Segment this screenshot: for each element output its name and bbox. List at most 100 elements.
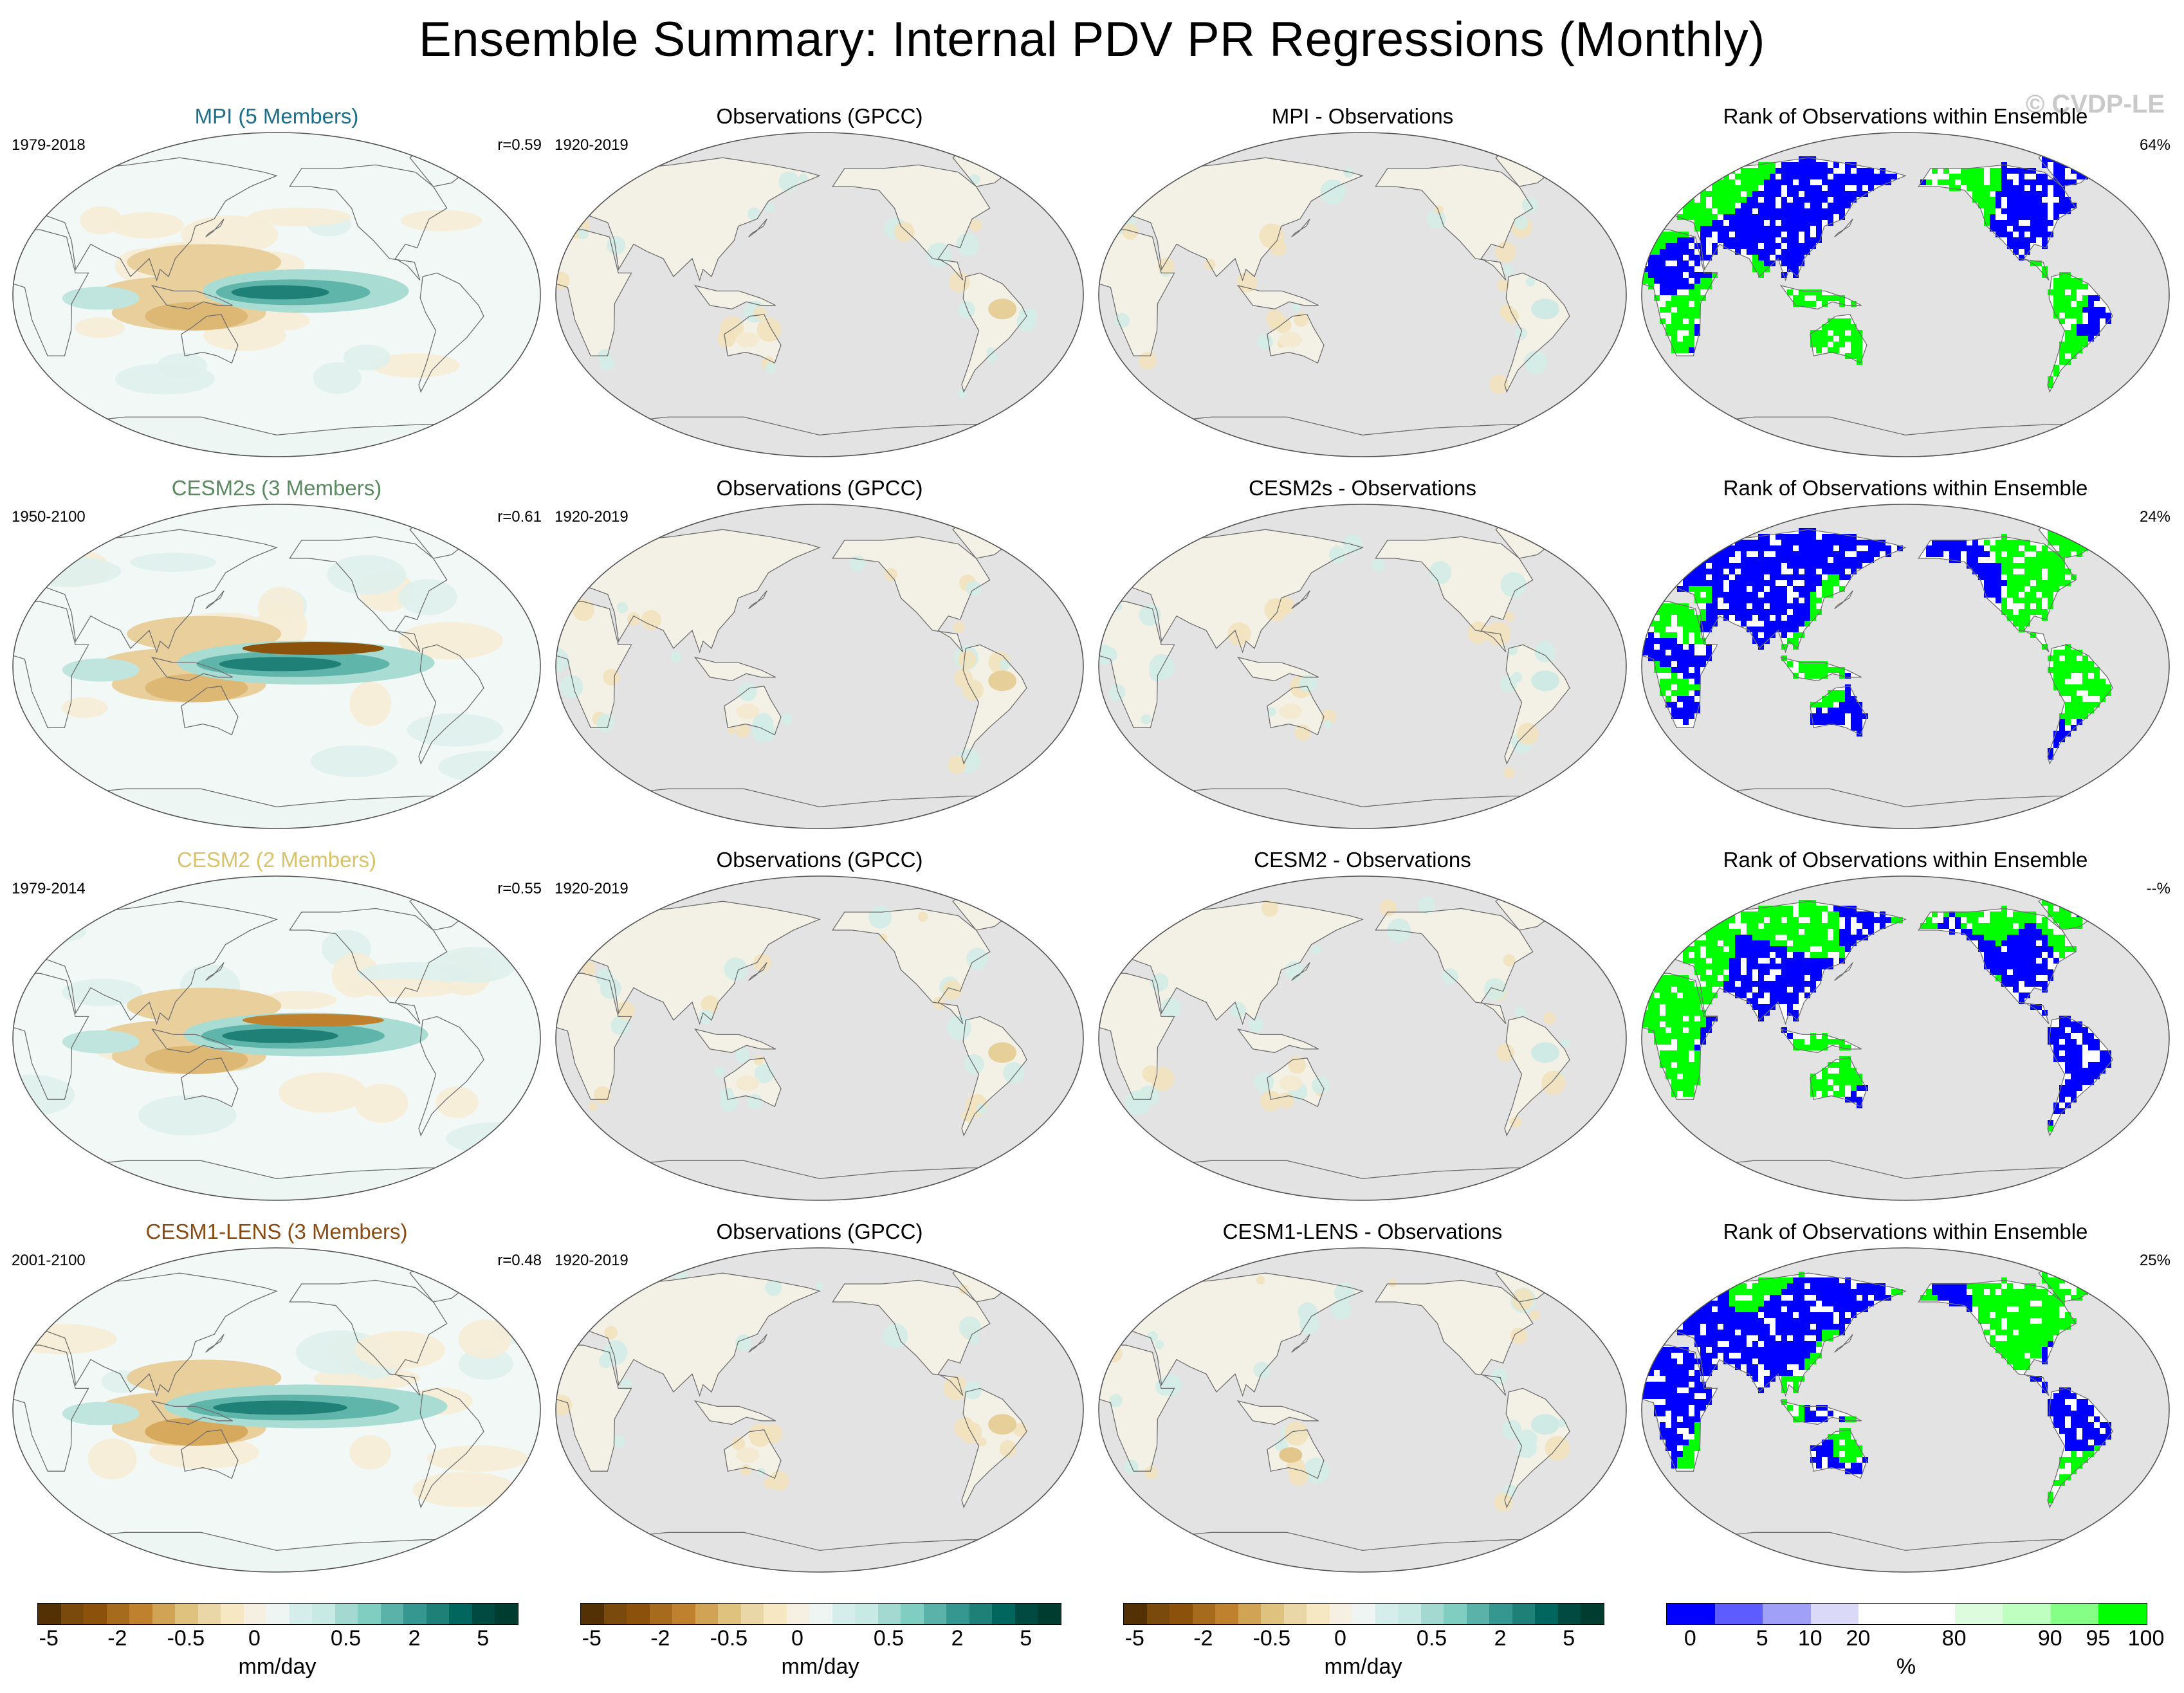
map-border xyxy=(555,132,1084,457)
watermark-logo: © CVDP-LE xyxy=(2025,90,2165,118)
colorbar-tick-label: -5 xyxy=(1124,1626,1144,1651)
coastline-africa xyxy=(13,229,89,356)
colorbar-swatch xyxy=(129,1604,152,1624)
coastline-indonesia xyxy=(1779,1028,1862,1054)
map-border xyxy=(12,132,541,457)
colorbar-swatch xyxy=(832,1604,856,1624)
map-field xyxy=(13,876,540,1200)
coastline-indonesia xyxy=(1779,656,1862,682)
colorbar-swatch xyxy=(969,1604,993,1624)
coastline-africa xyxy=(1642,601,1718,728)
coastline-africa xyxy=(13,601,89,728)
coastline-indonesia xyxy=(1236,284,1319,310)
colorbar-tick-label: -2 xyxy=(650,1626,670,1651)
coastline-americas_s xyxy=(418,1016,484,1137)
coastline-americas_s xyxy=(418,644,484,765)
coastline-americas_n xyxy=(832,1279,991,1396)
map-field xyxy=(1099,133,1626,457)
coastline-australia xyxy=(1267,1057,1325,1108)
colorbar-swatch xyxy=(1146,1604,1170,1624)
map-obs xyxy=(555,875,1084,1201)
colorbar-swatch xyxy=(946,1604,969,1624)
colorbar-swatch xyxy=(992,1604,1015,1624)
panel-title: CESM1-LENS - Observations xyxy=(1222,1220,1503,1243)
map-field xyxy=(13,1248,540,1572)
coastline-indonesia xyxy=(1236,1028,1319,1054)
map-field xyxy=(556,876,1083,1200)
coastline-americas_s xyxy=(1504,644,1570,765)
coastline-africa xyxy=(1099,229,1175,356)
coastline-americas_s xyxy=(1504,1387,1570,1508)
coastline-eurasia xyxy=(1114,1272,1364,1397)
rank-percent: --% xyxy=(2146,880,2170,897)
colorbar-unit: mm/day xyxy=(238,1654,317,1679)
colorbar-tick-label: -2 xyxy=(107,1626,127,1651)
map-field xyxy=(13,133,540,457)
panel-obs-row2: Observations (GPCC) 1920-2019 xyxy=(551,476,1088,836)
coastline-americas_n xyxy=(289,536,448,653)
coastline-africa xyxy=(13,973,89,1100)
coastline-indonesia xyxy=(693,284,776,310)
panel-years: 1979-2014 xyxy=(12,880,86,897)
colorbar-swatches xyxy=(1666,1603,2147,1625)
panel-years: 1950-2100 xyxy=(12,508,86,526)
panel-diff-row3: CESM2 - Observations xyxy=(1094,848,1631,1208)
colorbar-swatches xyxy=(37,1603,518,1625)
map-diff xyxy=(1098,132,1627,457)
map-obs xyxy=(555,132,1084,457)
rank-percent: 25% xyxy=(2139,1252,2170,1269)
map-rank xyxy=(1641,504,2170,829)
coastline-indonesia xyxy=(693,1028,776,1054)
colorbar-swatch xyxy=(1763,1604,1811,1624)
colorbar-swatch xyxy=(1714,1604,1763,1624)
coastline-japan xyxy=(1291,962,1310,981)
coastline-americas_n xyxy=(1918,164,2077,281)
coastline-eurasia xyxy=(28,529,278,654)
coastline-indonesia xyxy=(151,1400,233,1425)
coastline-americas_n xyxy=(1375,536,1534,653)
coastline-indonesia xyxy=(151,656,233,682)
colorbar-swatch xyxy=(1170,1604,1193,1624)
colorbar-tick-label: 0 xyxy=(1684,1626,1696,1651)
panel-title: Observations (GPCC) xyxy=(716,476,923,500)
map-border xyxy=(12,504,541,829)
coastline-africa xyxy=(556,601,632,728)
colorbar-swatch xyxy=(1420,1604,1444,1624)
coastline-japan xyxy=(748,218,767,237)
colorbar-swatch xyxy=(1352,1604,1375,1624)
coastline-australia xyxy=(181,314,239,364)
colorbar-swatch xyxy=(266,1604,289,1624)
coastline-americas_s xyxy=(961,272,1027,393)
coastline-japan xyxy=(748,962,767,981)
colorbar-tick-label: -2 xyxy=(1193,1626,1213,1651)
coastline-australia xyxy=(1267,1429,1325,1479)
map-field xyxy=(1099,876,1626,1200)
coastline-japan xyxy=(1834,218,1853,237)
colorbar-tick-label: 0.5 xyxy=(873,1626,904,1651)
panel-diff-row1: MPI - Observations xyxy=(1094,104,1631,464)
coastline-indonesia xyxy=(1236,1400,1319,1425)
colorbar-swatch xyxy=(786,1604,810,1624)
colorbar-swatch xyxy=(495,1604,518,1624)
coastline-eurasia xyxy=(1656,157,1907,282)
colorbar-swatch xyxy=(358,1604,381,1624)
colorbar-swatch xyxy=(603,1604,627,1624)
coastline-australia xyxy=(1267,314,1325,364)
coastline-japan xyxy=(1291,218,1310,237)
rank-percent: 64% xyxy=(2139,136,2170,154)
colorbar-swatch xyxy=(221,1604,244,1624)
map-border xyxy=(1641,504,2170,829)
coastline-australia xyxy=(1810,686,1867,736)
coastline-australia xyxy=(1267,686,1325,736)
colorbar-swatch xyxy=(60,1604,84,1624)
coastline-americas_s xyxy=(961,1016,1027,1137)
coastline-africa xyxy=(556,973,632,1100)
coastline-japan xyxy=(1834,590,1853,609)
colorbar-tick-label: 2 xyxy=(951,1626,964,1651)
coastline-australia xyxy=(1810,1057,1867,1108)
coastline-australia xyxy=(181,1429,239,1479)
coastline-africa xyxy=(13,1344,89,1472)
panel-title: MPI (5 Members) xyxy=(194,104,359,128)
coastline-australia xyxy=(724,1429,782,1479)
colorbar-tick-label: 80 xyxy=(1941,1626,1967,1651)
